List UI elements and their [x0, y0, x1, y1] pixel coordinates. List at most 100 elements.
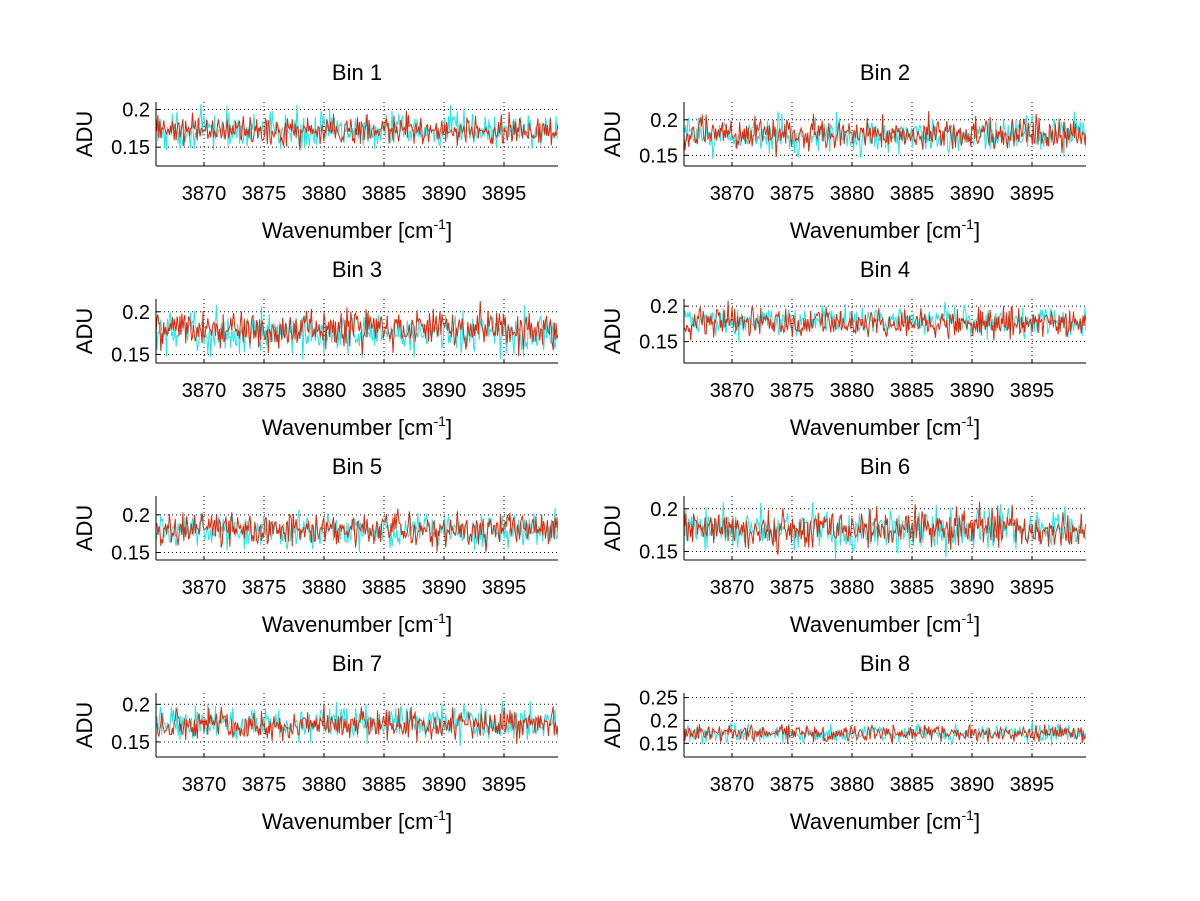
x-axis-label-end: ] — [974, 809, 980, 834]
x-axis-label: Wavenumber [cm-1] — [790, 610, 980, 637]
x-tick-label: 3895 — [482, 183, 527, 205]
y-tick-label: 0.15 — [639, 541, 678, 563]
x-axis-label-text: Wavenumber [cm — [262, 612, 434, 637]
y-tick-label: 0.25 — [639, 688, 678, 710]
x-axis-label: Wavenumber [cm-1] — [790, 216, 980, 243]
x-axis-label-superscript: -1 — [962, 216, 975, 232]
x-tick-label: 3885 — [362, 183, 407, 205]
subplot-title: Bin 5 — [332, 454, 382, 479]
x-tick-label: 3890 — [950, 577, 995, 599]
x-tick-label: 3880 — [830, 774, 875, 796]
series-line-2 — [156, 703, 558, 744]
x-tick-label: 3870 — [710, 183, 755, 205]
subplot-title: Bin 7 — [332, 651, 382, 676]
x-tick-label: 3890 — [950, 380, 995, 402]
subplot-1: Bin 1 3870 3875 3880 3885 3890 3895 0.15 0.2 ADU W… — [72, 60, 558, 243]
x-axis-label-superscript: -1 — [434, 216, 447, 232]
x-tick-label: 3885 — [362, 380, 407, 402]
x-tick-label: 3890 — [422, 183, 467, 205]
x-tick-label: 3880 — [830, 183, 875, 205]
series-line-2 — [156, 110, 558, 151]
subplot-4: Bin 4 3870 3875 3880 3885 3890 3895 0.15 0.2 ADU W… — [600, 257, 1086, 440]
x-tick-label: 3880 — [302, 380, 347, 402]
x-tick-label: 3870 — [182, 577, 227, 599]
x-tick-label: 3875 — [242, 380, 287, 402]
series-line-2 — [684, 111, 1086, 158]
x-tick-label: 3875 — [242, 183, 287, 205]
x-tick-label: 3880 — [830, 577, 875, 599]
y-tick-label: 0.2 — [122, 694, 150, 716]
x-axis-label: Wavenumber [cm-1] — [262, 413, 452, 440]
x-axis-label-end: ] — [446, 218, 452, 243]
y-tick-label: 0.15 — [111, 732, 150, 754]
y-axis-label: ADU — [600, 308, 625, 354]
y-axis-label: ADU — [72, 308, 97, 354]
x-axis-label-superscript: -1 — [962, 413, 975, 429]
x-axis-label-end: ] — [446, 415, 452, 440]
x-axis-label-superscript: -1 — [434, 413, 447, 429]
x-axis-label-end: ] — [974, 218, 980, 243]
y-tick-label: 0.2 — [122, 505, 150, 527]
x-axis-label-superscript: -1 — [434, 610, 447, 626]
x-tick-label: 3870 — [182, 774, 227, 796]
x-tick-label: 3885 — [362, 774, 407, 796]
x-tick-label: 3875 — [242, 577, 287, 599]
y-tick-label: 0.15 — [111, 137, 150, 159]
x-axis-label-end: ] — [974, 612, 980, 637]
x-tick-label: 3895 — [482, 577, 527, 599]
x-tick-label: 3870 — [710, 577, 755, 599]
subplot-title: Bin 1 — [332, 60, 382, 85]
x-tick-label: 3895 — [1010, 380, 1055, 402]
x-tick-label: 3885 — [890, 577, 935, 599]
x-tick-label: 3895 — [1010, 774, 1055, 796]
x-tick-label: 3875 — [770, 774, 815, 796]
x-axis-label-text: Wavenumber [cm — [790, 218, 962, 243]
x-axis-label-text: Wavenumber [cm — [262, 809, 434, 834]
subplot-7: Bin 7 3870 3875 3880 3885 3890 3895 0.15 0.2 ADU W… — [72, 651, 558, 834]
x-tick-label: 3890 — [950, 183, 995, 205]
series-line-2 — [156, 508, 558, 552]
series-line-2 — [156, 300, 558, 356]
x-tick-label: 3870 — [710, 774, 755, 796]
x-tick-label: 3890 — [422, 577, 467, 599]
x-axis-label-text: Wavenumber [cm — [790, 415, 962, 440]
x-axis-label-superscript: -1 — [962, 610, 975, 626]
y-axis-label: ADU — [72, 702, 97, 748]
x-axis-label-end: ] — [974, 415, 980, 440]
y-tick-label: 0.15 — [639, 332, 678, 354]
x-axis-label-end: ] — [446, 809, 452, 834]
x-axis-label: Wavenumber [cm-1] — [790, 413, 980, 440]
subplot-title: Bin 6 — [860, 454, 910, 479]
x-tick-label: 3880 — [830, 380, 875, 402]
y-tick-label: 0.15 — [111, 542, 150, 564]
x-tick-label: 3870 — [182, 380, 227, 402]
x-tick-label: 3885 — [890, 380, 935, 402]
subplot-2: Bin 2 3870 3875 3880 3885 3890 3895 0.15 0.2 ADU W… — [600, 60, 1086, 243]
y-axis-label: ADU — [600, 505, 625, 551]
x-axis-label-text: Wavenumber [cm — [262, 415, 434, 440]
x-tick-label: 3890 — [422, 774, 467, 796]
x-tick-label: 3885 — [890, 183, 935, 205]
series-line-1 — [156, 305, 558, 360]
x-axis-label-superscript: -1 — [962, 807, 975, 823]
y-tick-label: 0.15 — [639, 733, 678, 755]
x-tick-label: 3875 — [770, 380, 815, 402]
y-tick-label: 0.2 — [650, 110, 678, 132]
y-tick-label: 0.2 — [650, 499, 678, 521]
x-tick-label: 3895 — [482, 774, 527, 796]
y-axis-label: ADU — [600, 702, 625, 748]
x-tick-label: 3880 — [302, 577, 347, 599]
x-tick-label: 3885 — [890, 774, 935, 796]
y-tick-label: 0.15 — [639, 145, 678, 167]
x-tick-label: 3880 — [302, 183, 347, 205]
y-tick-label: 0.15 — [111, 344, 150, 366]
x-axis-label-end: ] — [446, 612, 452, 637]
x-tick-label: 3880 — [302, 774, 347, 796]
x-tick-label: 3875 — [770, 183, 815, 205]
x-tick-label: 3870 — [182, 183, 227, 205]
series-line-2 — [684, 300, 1086, 341]
subplot-8: Bin 8 3870 3875 3880 3885 3890 3895 0.150.20.25… — [600, 651, 1086, 834]
y-tick-label: 0.2 — [122, 302, 150, 324]
